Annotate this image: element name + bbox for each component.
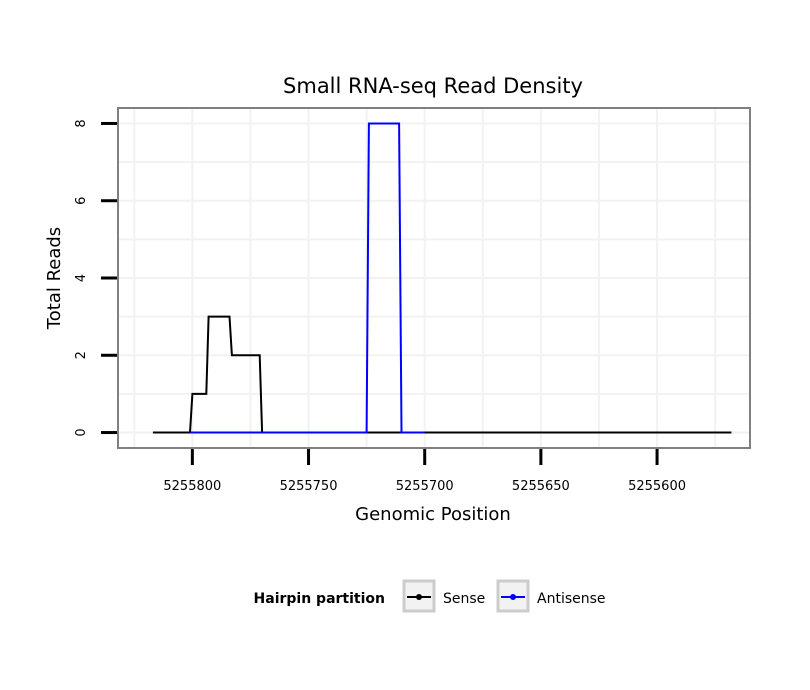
- x-tick-label: 5255800: [163, 479, 221, 494]
- y-axis-label: Total Reads: [44, 227, 65, 330]
- legend-key-sense: [402, 579, 436, 613]
- chart-title: Small RNA-seq Read Density: [283, 74, 583, 98]
- y-tick-label: 2: [74, 351, 89, 359]
- x-tick-label: 5255750: [280, 479, 338, 494]
- legend-title: Hairpin partition: [254, 591, 385, 607]
- series-layer: [152, 122, 732, 434]
- x-tick-label: 5255600: [628, 479, 686, 494]
- x-tick-label: 5255700: [396, 479, 454, 494]
- y-tick-label: 4: [74, 274, 89, 282]
- grid: [118, 108, 750, 448]
- legend-label-sense: Sense: [443, 591, 485, 607]
- legend-label-antisense: Antisense: [537, 591, 606, 607]
- legend: Hairpin partition Sense Antisense: [254, 579, 606, 613]
- x-axis-label: Genomic Position: [355, 504, 511, 525]
- axis-ticks: 5255800 5255750 5255700 5255650 5255600 0 2 4 6 8: [74, 119, 686, 494]
- series-line-sense: [152, 315, 732, 434]
- series-line-antisense: [190, 122, 425, 434]
- y-tick-label: 8: [74, 119, 89, 127]
- y-tick-label: 0: [74, 428, 89, 436]
- legend-key-antisense: [496, 579, 530, 613]
- x-tick-label: 5255650: [512, 479, 570, 494]
- plot-border: [117, 107, 751, 449]
- y-tick-label: 6: [74, 197, 89, 205]
